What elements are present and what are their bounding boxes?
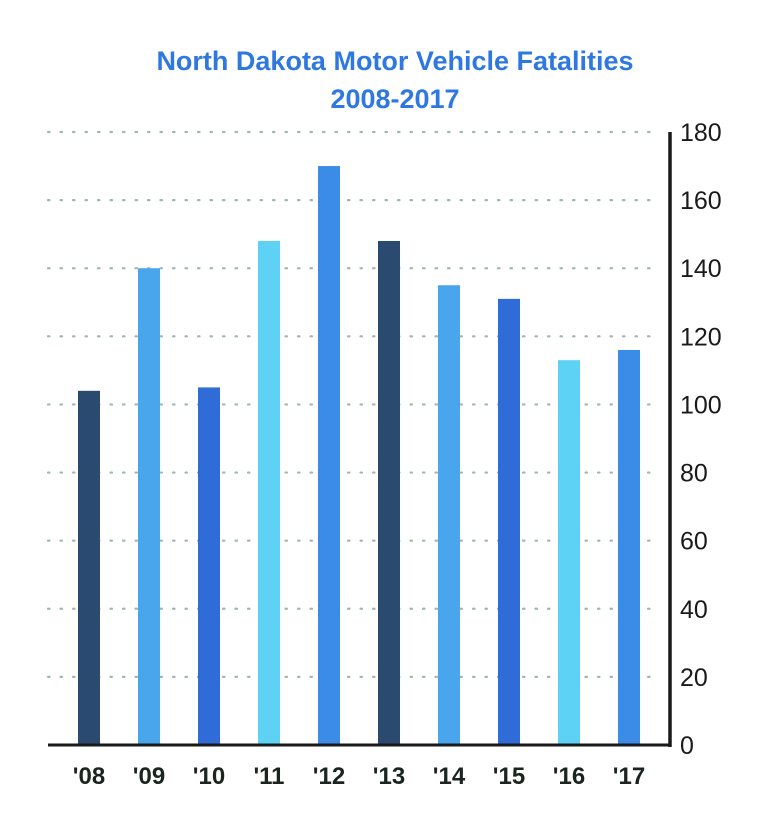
bar	[558, 360, 580, 745]
y-tick-label: 40	[680, 596, 708, 624]
bar	[318, 166, 340, 746]
y-tick-label: 80	[680, 460, 708, 488]
bar	[258, 240, 280, 745]
y-tick-label: 140	[680, 255, 722, 283]
bar	[378, 240, 400, 745]
chart-subtitle: 2008-2017	[330, 84, 460, 114]
bar	[498, 298, 520, 745]
x-tick-label: '13	[373, 763, 405, 790]
chart-title-main: North Dakota Motor Vehicle Fatalities	[156, 46, 634, 76]
x-tick-label: '11	[253, 763, 284, 790]
y-tick-label: 20	[680, 664, 708, 692]
bar	[438, 285, 460, 745]
y-tick-label: 0	[680, 732, 694, 760]
bar	[198, 387, 220, 745]
bar	[618, 349, 640, 745]
x-tick-label: '12	[313, 763, 345, 790]
x-tick-label: '08	[73, 763, 105, 790]
y-tick-label: 120	[680, 323, 722, 351]
y-tick-label: 100	[680, 391, 722, 419]
bar	[138, 268, 160, 745]
x-tick-label: '17	[613, 763, 645, 790]
y-tick-label: 180	[680, 119, 722, 147]
x-tick-label: '14	[433, 763, 466, 790]
x-tick-label: '16	[553, 763, 585, 790]
x-tick-label: '09	[133, 763, 165, 790]
x-tick-label: '10	[193, 763, 225, 790]
y-tick-label: 60	[680, 528, 708, 556]
x-tick-label: '15	[493, 763, 525, 790]
y-tick-label: 160	[680, 187, 722, 215]
chart-title: North Dakota Motor Vehicle Fatalities 20…	[0, 42, 776, 118]
bar	[78, 390, 100, 745]
